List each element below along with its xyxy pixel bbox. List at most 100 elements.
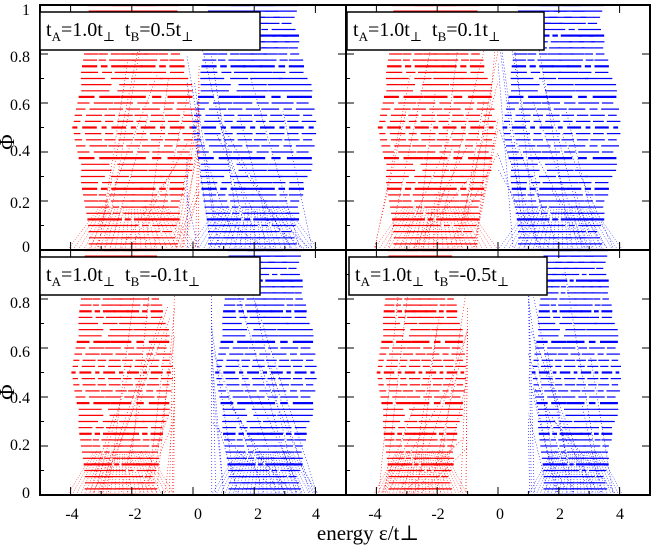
spectrum-foot-line — [145, 450, 171, 495]
panel-top-left: tA=1.0t⊥ tB=0.5t⊥ — [39, 4, 347, 251]
panel-label-part: =-0.1t — [139, 264, 188, 286]
spectrum-fan-line — [528, 419, 530, 495]
spectrum-fan-line — [497, 153, 530, 250]
spectrum-fan-line — [472, 119, 499, 250]
panel-label: tA=1.0t⊥ tB=-0.5t⊥ — [355, 264, 509, 289]
spectrum-fan-line — [211, 326, 237, 495]
panel-label: tA=1.0t⊥ tB=0.1t⊥ — [353, 19, 500, 44]
spectrum-fan-line — [453, 81, 499, 250]
spectrum-foot-line — [67, 450, 95, 495]
spectrum-fan-line — [254, 210, 307, 250]
spectrum-foot-line — [158, 205, 184, 250]
spectrum-foot-line — [507, 205, 535, 250]
spectrum-fan-line — [211, 349, 225, 495]
panel-label-box — [348, 256, 548, 296]
panel-bottom-right: tA=1.0t⊥ tB=-0.5t⊥ — [345, 249, 651, 496]
y-tick-label: 0.4 — [10, 390, 30, 407]
x-tick-label: 4 — [616, 506, 624, 523]
spectrum-fan-line — [88, 414, 115, 495]
panel-label-part — [115, 19, 125, 41]
panel-label: tA=1.0t⊥ tB=-0.1t⊥ — [46, 264, 200, 289]
spectrum-foot-line — [261, 205, 272, 250]
spectrum-foot-line — [215, 450, 241, 495]
spectrum-foot-line — [228, 205, 242, 250]
spectrum-fan-line — [498, 128, 542, 250]
spectrum-fan-line — [156, 308, 175, 495]
spectrum-foot-line — [282, 450, 302, 495]
spectrum-fan-line — [120, 394, 143, 495]
spectrum-fan-line — [581, 405, 602, 495]
spectrum-fan-line — [420, 148, 453, 250]
spectrum-foot-line — [376, 450, 400, 495]
spectrum-fan-line — [528, 285, 532, 495]
spectrum-fan-line — [216, 134, 272, 250]
spectrum-fan-line — [109, 114, 149, 250]
spectrum-foot-line — [461, 205, 489, 250]
y-tick-label: 0.8 — [10, 49, 30, 66]
x-tick-label: 2 — [254, 506, 262, 523]
spectrum-foot-line — [88, 205, 112, 250]
panel-label-part: t — [125, 19, 131, 41]
spectrum-foot-line — [403, 205, 420, 250]
panel-label-part: t — [355, 264, 361, 286]
spectrum-fan-line — [533, 387, 557, 495]
spectrum-foot-line — [134, 450, 150, 495]
spectrum-fan-line — [418, 447, 468, 495]
panel-label-part: B — [438, 29, 447, 44]
x-tick-label: 4 — [312, 506, 320, 523]
panel-label-part: A — [359, 29, 369, 44]
spectrum-foot-line — [289, 450, 315, 495]
spectrum-foot-line — [274, 205, 298, 250]
spectrum-fan-line — [460, 51, 499, 250]
spectrum-foot-line — [88, 450, 106, 495]
panel-label-part: A — [361, 274, 371, 289]
spectrum-foot-line — [598, 450, 623, 495]
y-tick-label: 0.2 — [10, 437, 30, 454]
spectrum-fan-line — [186, 81, 213, 250]
y-tick-label: 0.8 — [10, 295, 30, 312]
spectrum-fan-line — [169, 284, 175, 495]
spectrum-foot-line — [581, 205, 603, 250]
spectrum-foot-line — [434, 450, 450, 495]
spectrum-foot-line — [219, 450, 243, 495]
spectrum-foot-line — [291, 450, 319, 495]
spectrum-foot-line — [393, 205, 415, 250]
spectrum-fan-line — [374, 74, 411, 250]
spectrum-fan-line — [545, 449, 569, 495]
y-tick-label: 0 — [22, 239, 30, 256]
spectrum-fan-line — [171, 376, 175, 495]
spectrum-fan-line — [239, 117, 275, 250]
spectrum-fan-line — [181, 129, 200, 250]
spectrum-fan-line — [535, 30, 572, 250]
spectrum-fan-line — [211, 346, 266, 495]
spectrum-fan-line — [107, 282, 137, 495]
spectrum-fan-line — [497, 22, 530, 250]
spectrum-foot-line — [391, 450, 407, 495]
spectrum-foot-line — [408, 205, 423, 250]
panel-label-box — [39, 256, 261, 296]
spectrum-foot-line — [245, 450, 256, 495]
spectrum-foot-line — [436, 450, 453, 495]
x-tick-label: -4 — [368, 506, 381, 523]
x-tick-label: -2 — [431, 506, 444, 523]
spectrum-foot-line — [104, 205, 120, 250]
spectrum-foot-line — [443, 450, 468, 495]
spectrum-foot-line — [543, 450, 560, 495]
spectrum-foot-line — [285, 450, 306, 495]
spectrum-fan-line — [507, 29, 549, 250]
spectrum-foot-line — [141, 450, 163, 495]
spectrum-foot-line — [532, 205, 547, 250]
spectrum-fan-line — [528, 277, 535, 495]
spectrum-fan-line — [218, 426, 240, 495]
y-tick-label: 0.6 — [10, 344, 30, 361]
spectrum-foot-line — [202, 205, 228, 250]
x-tick-label: 0 — [496, 506, 504, 523]
panel-label-part: ⊥ — [181, 29, 193, 44]
panel-label-part: t — [46, 264, 52, 286]
spectrum-fan-line — [413, 143, 470, 250]
spectrum-foot-line — [537, 205, 550, 250]
y-axis-label: Φ — [0, 384, 19, 399]
spectrum-foot-line — [236, 450, 252, 495]
spectrum-fan-line — [590, 355, 614, 495]
spectrum-fan-line — [549, 186, 584, 250]
